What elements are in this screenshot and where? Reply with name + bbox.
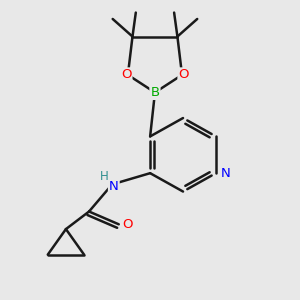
Text: N: N xyxy=(220,167,230,180)
Text: O: O xyxy=(121,68,131,81)
Text: O: O xyxy=(122,218,132,231)
Text: H: H xyxy=(100,170,108,183)
Text: N: N xyxy=(109,180,119,194)
Text: O: O xyxy=(178,68,189,81)
Text: B: B xyxy=(150,86,160,99)
